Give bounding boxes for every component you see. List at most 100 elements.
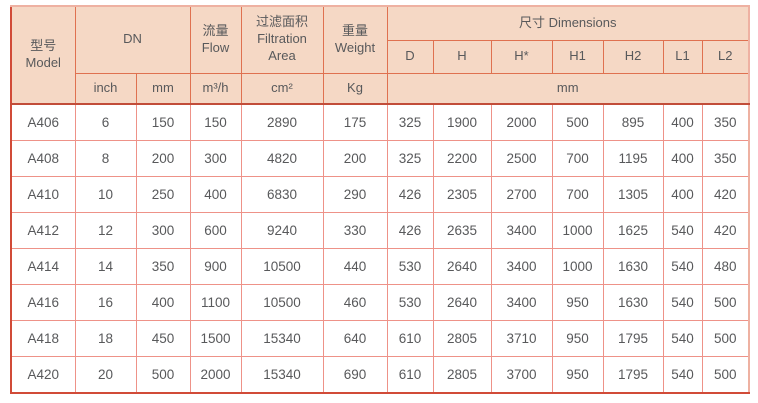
cell-l1: 540 xyxy=(662,248,703,285)
cell-area: 9240 xyxy=(240,212,324,249)
unit-flow: m³/h xyxy=(189,72,242,105)
col-header-area-en2: Area xyxy=(268,48,296,64)
cell-flow: 400 xyxy=(189,176,242,213)
cell-dn-mm: 300 xyxy=(135,212,191,249)
cell-model: A412 xyxy=(10,212,76,249)
cell-d: 610 xyxy=(386,320,434,357)
cell-flow: 1100 xyxy=(189,284,242,321)
col-header-flow: 流量 Flow xyxy=(189,5,242,74)
cell-l1: 540 xyxy=(662,212,703,249)
cell-d: 530 xyxy=(386,248,434,285)
cell-h-star: 3400 xyxy=(490,284,553,321)
cell-dn-inch: 20 xyxy=(74,356,137,394)
cell-d: 325 xyxy=(386,103,434,141)
col-header-weight: 重量 Weight xyxy=(322,5,388,74)
cell-weight: 440 xyxy=(322,248,388,285)
cell-l2: 500 xyxy=(701,320,750,357)
cell-h2: 1795 xyxy=(602,320,664,357)
cell-weight: 460 xyxy=(322,284,388,321)
col-header-h1: H1 xyxy=(551,39,604,74)
filter-spec-table: 型号 Model DN 流量 Flow 过滤面积 Filtration Area… xyxy=(10,5,750,394)
cell-weight: 175 xyxy=(322,103,388,141)
cell-l1: 540 xyxy=(662,284,703,321)
cell-model: A414 xyxy=(10,248,76,285)
cell-flow: 150 xyxy=(189,103,242,141)
cell-h1: 1000 xyxy=(551,248,604,285)
spec-table-container: 型号 Model DN 流量 Flow 过滤面积 Filtration Area… xyxy=(10,5,750,394)
unit-area: cm² xyxy=(240,72,324,105)
cell-l1: 400 xyxy=(662,103,703,141)
cell-dn-inch: 14 xyxy=(74,248,137,285)
col-header-flow-en: Flow xyxy=(201,39,230,55)
cell-h2: 1305 xyxy=(602,176,664,213)
cell-l2: 420 xyxy=(701,176,750,213)
cell-h2: 1795 xyxy=(602,356,664,394)
cell-h-star: 2500 xyxy=(490,140,553,177)
cell-dn-mm: 400 xyxy=(135,284,191,321)
cell-h1: 950 xyxy=(551,284,604,321)
cell-l1: 540 xyxy=(662,356,703,394)
cell-dn-mm: 150 xyxy=(135,103,191,141)
table-body: A406 6 150 150 2890 175 325 1900 2000 500 895 400 35… xyxy=(10,103,750,394)
col-header-flow-zh: 流量 xyxy=(202,22,229,38)
cell-d: 610 xyxy=(386,356,434,394)
cell-dn-inch: 6 xyxy=(74,103,137,141)
cell-flow: 2000 xyxy=(189,356,242,394)
cell-l1: 540 xyxy=(662,320,703,357)
cell-area: 2890 xyxy=(240,103,324,141)
cell-area: 4820 xyxy=(240,140,324,177)
table-row: A406 6 150 150 2890 175 325 1900 2000 500 895 400 35… xyxy=(10,103,750,141)
cell-l2: 500 xyxy=(701,284,750,321)
cell-l2: 500 xyxy=(701,356,750,394)
cell-h2: 1195 xyxy=(602,140,664,177)
col-header-l2: L2 xyxy=(701,39,750,74)
cell-h-star: 3400 xyxy=(490,248,553,285)
cell-dn-mm: 200 xyxy=(135,140,191,177)
col-header-l1: L1 xyxy=(662,39,703,74)
cell-dn-mm: 350 xyxy=(135,248,191,285)
cell-h1: 1000 xyxy=(551,212,604,249)
cell-weight: 200 xyxy=(322,140,388,177)
cell-h-star: 2700 xyxy=(490,176,553,213)
cell-dn-inch: 12 xyxy=(74,212,137,249)
cell-h: 2640 xyxy=(432,248,492,285)
cell-weight: 330 xyxy=(322,212,388,249)
cell-d: 426 xyxy=(386,212,434,249)
cell-dn-inch: 18 xyxy=(74,320,137,357)
cell-dn-mm: 250 xyxy=(135,176,191,213)
cell-model: A420 xyxy=(10,356,76,394)
cell-area: 6830 xyxy=(240,176,324,213)
table-row: A420 20 500 2000 15340 690 610 2805 3700 950 1795 5… xyxy=(10,356,750,394)
table-row: A416 16 400 1100 10500 460 530 2640 3400 950 1630 5… xyxy=(10,284,750,321)
cell-h: 2200 xyxy=(432,140,492,177)
cell-weight: 290 xyxy=(322,176,388,213)
cell-d: 426 xyxy=(386,176,434,213)
cell-h: 2635 xyxy=(432,212,492,249)
table-row: A412 12 300 600 9240 330 426 2635 3400 1000 1625 54… xyxy=(10,212,750,249)
unit-dimensions-mm: mm xyxy=(386,72,750,105)
cell-h1: 950 xyxy=(551,320,604,357)
cell-model: A416 xyxy=(10,284,76,321)
cell-h2: 1630 xyxy=(602,284,664,321)
cell-h2: 1625 xyxy=(602,212,664,249)
col-header-weight-zh: 重量 xyxy=(341,22,368,38)
cell-dn-inch: 8 xyxy=(74,140,137,177)
col-header-dn: DN xyxy=(74,5,191,74)
cell-h2: 1630 xyxy=(602,248,664,285)
cell-dn-inch: 10 xyxy=(74,176,137,213)
cell-l1: 400 xyxy=(662,176,703,213)
cell-h-star: 3710 xyxy=(490,320,553,357)
cell-flow: 900 xyxy=(189,248,242,285)
cell-model: A408 xyxy=(10,140,76,177)
cell-model: A410 xyxy=(10,176,76,213)
unit-row: inch mm m³/h cm² Kg mm xyxy=(11,72,750,105)
cell-area: 15340 xyxy=(240,320,324,357)
col-header-model: 型号 Model xyxy=(10,5,76,105)
table-row: A408 8 200 300 4820 200 325 2200 2500 700 1195 400 3… xyxy=(10,140,750,177)
cell-model: A418 xyxy=(10,320,76,357)
cell-h2: 895 xyxy=(602,103,664,141)
cell-h-star: 3400 xyxy=(490,212,553,249)
cell-area: 10500 xyxy=(240,284,324,321)
cell-d: 325 xyxy=(386,140,434,177)
cell-d: 530 xyxy=(386,284,434,321)
